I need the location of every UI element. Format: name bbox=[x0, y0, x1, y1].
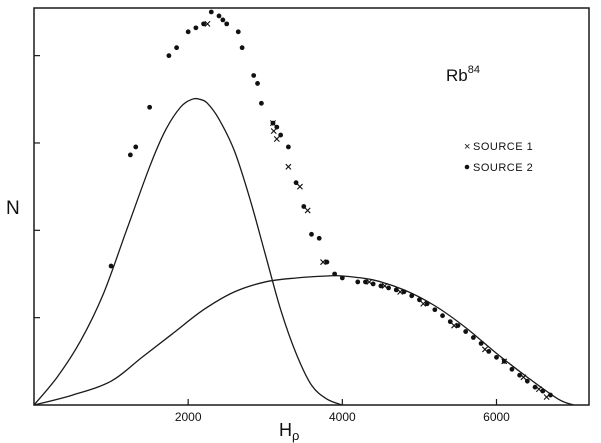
x-axis-ticks: 2000 4000 6000 bbox=[175, 399, 510, 424]
isotope-label: Rb84 bbox=[446, 64, 480, 85]
point-source-2-49 bbox=[509, 366, 515, 372]
point-source-2-24 bbox=[309, 231, 314, 237]
data-points bbox=[108, 9, 553, 401]
fit-curves bbox=[33, 97, 574, 406]
point-source-2-18 bbox=[270, 120, 276, 126]
point-source-2-32 bbox=[378, 283, 384, 289]
point-source-2-12 bbox=[224, 21, 230, 27]
point-source-2-11 bbox=[220, 17, 226, 23]
point-source-2-51 bbox=[524, 378, 530, 384]
point-source-1-2 bbox=[270, 128, 277, 135]
point-source-2-7 bbox=[193, 25, 199, 31]
point-source-2-53 bbox=[540, 388, 546, 394]
point-source-1-5 bbox=[296, 183, 303, 190]
point-source-2-48 bbox=[501, 358, 507, 364]
legend-marker-dot bbox=[464, 164, 470, 170]
point-source-2-3 bbox=[147, 104, 153, 110]
isotope-symbol: Rb bbox=[446, 66, 468, 85]
point-source-2-41 bbox=[447, 319, 453, 325]
legend-item-source-2: SOURCE 2 bbox=[464, 162, 533, 174]
point-source-2-0 bbox=[108, 263, 114, 269]
legend-label-source-2: SOURCE 2 bbox=[473, 162, 533, 174]
point-source-2-33 bbox=[386, 285, 391, 291]
point-source-2-15 bbox=[251, 73, 257, 78]
point-source-2-27 bbox=[332, 271, 338, 277]
point-source-2-36 bbox=[409, 293, 415, 299]
point-source-1-11 bbox=[420, 300, 427, 307]
point-source-1-7 bbox=[320, 259, 327, 266]
point-source-2-22 bbox=[293, 180, 299, 186]
fit-curve-2 bbox=[33, 274, 574, 406]
x-tick-label-1: 4000 bbox=[329, 410, 356, 424]
point-source-2-30 bbox=[363, 279, 368, 285]
point-source-1-0 bbox=[204, 20, 211, 27]
point-source-2-1 bbox=[127, 152, 133, 158]
plot-frame bbox=[33, 7, 590, 406]
point-source-2-6 bbox=[185, 29, 191, 35]
point-source-2-14 bbox=[239, 45, 245, 51]
fit-curve-1 bbox=[33, 97, 343, 406]
y-axis-label: N bbox=[6, 198, 20, 219]
point-source-2-5 bbox=[174, 45, 180, 51]
point-source-2-37 bbox=[417, 297, 422, 303]
x-axis-label-sub: ρ bbox=[292, 428, 299, 443]
point-source-2-52 bbox=[532, 384, 538, 390]
point-source-2-47 bbox=[494, 354, 499, 360]
point-source-1-3 bbox=[273, 136, 280, 142]
point-source-2-4 bbox=[166, 53, 172, 59]
point-source-2-19 bbox=[274, 124, 280, 130]
point-source-2-2 bbox=[133, 144, 139, 150]
point-source-2-42 bbox=[455, 323, 461, 328]
point-source-2-31 bbox=[370, 281, 376, 287]
x-axis-label: Hρ bbox=[279, 420, 299, 443]
y-axis-ticks bbox=[34, 55, 40, 319]
point-source-2-38 bbox=[424, 301, 430, 307]
point-source-2-20 bbox=[278, 132, 284, 138]
point-source-2-23 bbox=[301, 204, 307, 209]
point-source-2-13 bbox=[235, 29, 241, 35]
point-source-2-44 bbox=[470, 335, 476, 340]
legend-item-source-1: × SOURCE 1 bbox=[464, 141, 533, 153]
legend-marker-x: × bbox=[464, 141, 471, 153]
point-source-1-6 bbox=[304, 207, 311, 214]
point-source-2-25 bbox=[316, 235, 322, 241]
point-source-2-21 bbox=[285, 144, 291, 150]
point-source-2-17 bbox=[258, 100, 264, 106]
point-source-2-8 bbox=[201, 21, 206, 27]
legend-label-source-1: SOURCE 1 bbox=[473, 141, 533, 153]
point-source-2-40 bbox=[440, 313, 445, 319]
point-source-2-35 bbox=[401, 289, 407, 295]
x-axis-label-main: H bbox=[279, 420, 292, 440]
x-tick-label-0: 2000 bbox=[175, 410, 202, 424]
point-source-2-54 bbox=[548, 392, 553, 398]
point-source-2-26 bbox=[324, 259, 330, 265]
point-source-2-9 bbox=[208, 9, 214, 15]
point-source-1-12 bbox=[451, 322, 458, 329]
point-source-2-34 bbox=[393, 287, 399, 293]
point-source-2-10 bbox=[216, 13, 222, 19]
point-source-2-46 bbox=[486, 349, 492, 354]
x-tick-label-2: 6000 bbox=[483, 410, 510, 424]
point-source-2-45 bbox=[478, 341, 484, 346]
isotope-mass-number: 84 bbox=[468, 64, 480, 76]
point-source-2-39 bbox=[432, 307, 438, 313]
point-source-1-4 bbox=[285, 163, 292, 170]
legend: × SOURCE 1 SOURCE 2 bbox=[464, 141, 533, 174]
point-source-2-16 bbox=[255, 81, 260, 86]
point-source-2-28 bbox=[339, 275, 345, 281]
point-source-2-29 bbox=[355, 279, 361, 285]
point-source-2-43 bbox=[463, 329, 469, 334]
point-source-2-50 bbox=[517, 372, 523, 378]
